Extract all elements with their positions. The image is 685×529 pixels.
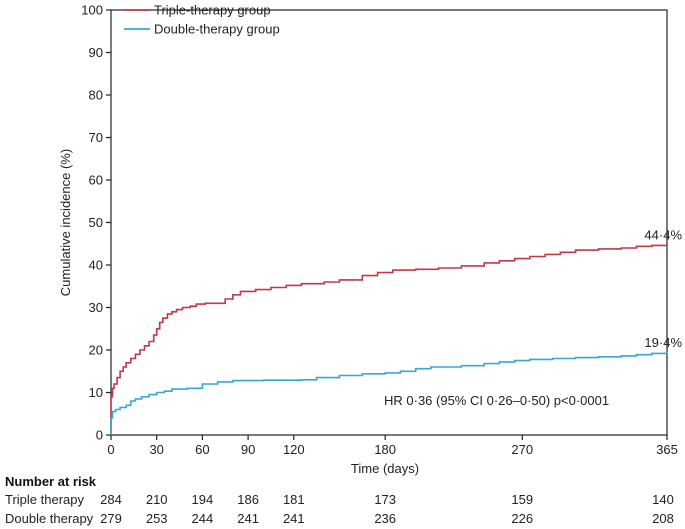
plot-frame xyxy=(110,9,668,436)
risk-count: 140 xyxy=(652,492,674,507)
y-tick-label: 10 xyxy=(89,385,103,400)
risk-count: 279 xyxy=(100,511,122,526)
x-tick-label: 30 xyxy=(149,442,163,457)
risk-count: 236 xyxy=(374,511,396,526)
x-axis-title: Time (days) xyxy=(351,461,419,476)
x-axis: 0 30 60 90 120 180 270 365 xyxy=(107,435,678,457)
legend: Triple-therapy group Double-therapy group xyxy=(124,3,280,37)
x-tick-label: 60 xyxy=(195,442,209,457)
y-tick-label: 30 xyxy=(89,300,103,315)
risk-row-label: Double therapy xyxy=(5,511,94,526)
risk-count: 159 xyxy=(511,492,533,507)
x-tick-label: 180 xyxy=(374,442,396,457)
number-at-risk-table: Number at risk Triple therapy 284 210 194 18… xyxy=(5,474,674,526)
end-label-triple: 44·4% xyxy=(644,228,682,243)
x-tick-label: 90 xyxy=(241,442,255,457)
risk-count: 186 xyxy=(237,492,259,507)
risk-row-label: Triple therapy xyxy=(5,492,84,507)
y-tick-label: 40 xyxy=(89,258,103,273)
x-tick-label: 365 xyxy=(656,442,678,457)
legend-entry: Triple-therapy group xyxy=(154,3,271,18)
y-tick-label: 0 xyxy=(96,428,103,443)
risk-count: 181 xyxy=(283,492,305,507)
x-tick-label: 120 xyxy=(283,442,305,457)
risk-count: 194 xyxy=(192,492,214,507)
plot-area: 0 10 20 30 40 50 60 70 80 90 100 0 30 60 90 120 180 270 3… xyxy=(58,3,682,477)
legend-entry: Double-therapy group xyxy=(154,22,280,37)
y-tick-label: 60 xyxy=(89,173,103,188)
y-tick-label: 80 xyxy=(89,88,103,103)
y-axis: 0 10 20 30 40 50 60 70 80 90 100 xyxy=(81,3,111,443)
series-line-triple xyxy=(110,244,668,435)
series-layer: 44·4% 19·4% xyxy=(110,228,682,435)
x-tick-label: 0 xyxy=(107,442,114,457)
y-tick-label: 20 xyxy=(89,343,103,358)
y-axis-title: Cumulative incidence (%) xyxy=(58,149,73,296)
risk-count: 253 xyxy=(146,511,168,526)
y-tick-label: 70 xyxy=(89,130,103,145)
series-line-double xyxy=(110,352,668,435)
y-tick-label: 100 xyxy=(81,3,103,18)
hazard-ratio-annotation: HR 0·36 (95% CI 0·26–0·50) p<0·0001 xyxy=(384,393,609,408)
risk-count: 208 xyxy=(652,511,674,526)
x-tick-label: 270 xyxy=(511,442,533,457)
risk-count: 173 xyxy=(374,492,396,507)
risk-count: 241 xyxy=(283,511,305,526)
risk-count: 210 xyxy=(146,492,168,507)
risk-table-title: Number at risk xyxy=(5,474,97,489)
y-tick-label: 50 xyxy=(89,215,103,230)
end-label-double: 19·4% xyxy=(644,335,682,350)
y-tick-label: 90 xyxy=(89,45,103,60)
risk-count: 284 xyxy=(100,492,122,507)
risk-count: 244 xyxy=(192,511,214,526)
risk-count: 226 xyxy=(511,511,533,526)
risk-count: 241 xyxy=(237,511,259,526)
